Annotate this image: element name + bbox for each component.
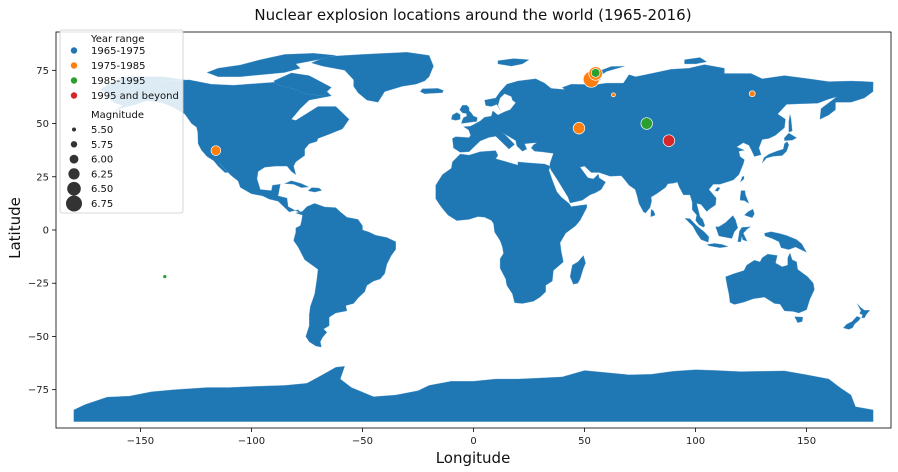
land-taiwan (740, 176, 745, 183)
explosion-point (590, 68, 601, 78)
y-tick-label: −25 (28, 279, 49, 290)
land-antarctica (73, 366, 874, 422)
legend-size-label: 6.00 (91, 155, 113, 166)
chart-title: Nuclear explosion locations around the w… (254, 6, 691, 24)
legend-size-label: 6.25 (91, 169, 113, 180)
legend-size-marker (69, 154, 79, 164)
land-hainan (714, 187, 721, 192)
y-tick-label: −50 (28, 332, 49, 343)
explosion-point (611, 92, 616, 98)
land-iceland (419, 88, 444, 94)
y-axis-ticks: 75 50 25 0 −25 −50 −75 (28, 66, 56, 396)
land-new-zealand-south (843, 316, 861, 330)
land-africa (435, 150, 587, 304)
land-sumatra (684, 218, 710, 243)
y-tick-label: 75 (36, 66, 49, 77)
y-tick-label: 0 (43, 226, 49, 237)
x-tick-label: −100 (238, 436, 265, 447)
land-eurasia (452, 64, 874, 228)
explosion-point (572, 122, 586, 135)
legend-size-label: 6.75 (91, 199, 113, 210)
explosion-point (662, 134, 676, 147)
land-madagascar (569, 255, 586, 285)
land-philippines-luzon (739, 190, 750, 204)
land-australia (725, 252, 815, 314)
explosion-point (640, 117, 653, 130)
land-north-america (100, 76, 350, 214)
x-tick-label: −150 (127, 436, 154, 447)
legend-size-title: Magnitude (91, 110, 144, 121)
legend-size-marker (72, 127, 76, 132)
land-svalbard (497, 58, 530, 67)
legend-size-label: 6.50 (91, 184, 113, 195)
land-great-britain (459, 105, 478, 124)
land-tasmania (794, 316, 803, 323)
land-cuba (284, 180, 310, 188)
land-sri-lanka (650, 208, 656, 218)
legend-hue-label: 1965-1975 (91, 46, 146, 57)
legend-hue-marker (70, 47, 78, 54)
land-philippines-mindanao (744, 208, 755, 218)
land-canada-arctic-islands (206, 53, 336, 77)
world-landmass-layer (73, 52, 874, 422)
land-new-zealand-north (856, 303, 871, 319)
legend-size-marker (66, 195, 82, 212)
legend-size-items: 5.50 5.75 6.00 6.25 6.50 6.75 (66, 125, 113, 212)
land-south-america (293, 203, 396, 348)
legend-hue-items: 1965-1975 1975-1985 1985-1995 1995 and beyo… (70, 46, 179, 102)
x-tick-label: 0 (470, 436, 476, 447)
x-tick-label: 100 (686, 436, 705, 447)
land-borneo (715, 215, 738, 239)
x-tick-label: 150 (797, 436, 816, 447)
x-axis-ticks: −150 −100 −50 0 50 100 150 (127, 428, 816, 447)
land-baffin-island (273, 72, 332, 97)
legend-size-marker (67, 181, 81, 196)
x-axis-title: Longitude (436, 449, 511, 467)
y-tick-label: 25 (36, 172, 49, 183)
legend-size-label: 5.50 (91, 125, 113, 136)
legend-hue-label: 1995 and beyond (91, 91, 179, 102)
legend-hue-marker (70, 77, 78, 84)
explosion-point (748, 90, 756, 98)
land-japan (762, 141, 789, 164)
land-severnaya-zemlya (684, 57, 708, 65)
legend-size-label: 5.75 (91, 140, 113, 151)
legend-size-marker (70, 141, 78, 148)
land-new-guinea (764, 231, 807, 253)
land-ireland (451, 112, 461, 121)
y-tick-label: −75 (28, 385, 49, 396)
y-tick-label: 50 (36, 119, 49, 130)
chart-legend: Year range 1965-19751975-19851985-199519… (59, 29, 184, 214)
legend-hue-marker (70, 62, 78, 69)
y-axis-title: Latitude (6, 197, 24, 259)
land-sakhalin (788, 114, 793, 133)
legend-size-marker (68, 168, 80, 180)
land-greenland (310, 52, 434, 103)
legend-box (59, 29, 184, 214)
legend-hue-label: 1985-1995 (91, 76, 146, 87)
legend-hue-marker (70, 92, 78, 99)
x-tick-label: −50 (352, 436, 373, 447)
legend-hue-label: 1975-1985 (91, 61, 146, 72)
land-sulawesi (737, 226, 751, 242)
explosion-point (162, 274, 168, 279)
explosion-point (210, 145, 222, 156)
legend-hue-title: Year range (90, 34, 144, 45)
land-hokkaido (784, 132, 797, 141)
land-java (706, 243, 729, 248)
explosion-points-layer (162, 66, 756, 279)
land-hispaniola (307, 187, 323, 193)
x-tick-label: 50 (578, 436, 591, 447)
